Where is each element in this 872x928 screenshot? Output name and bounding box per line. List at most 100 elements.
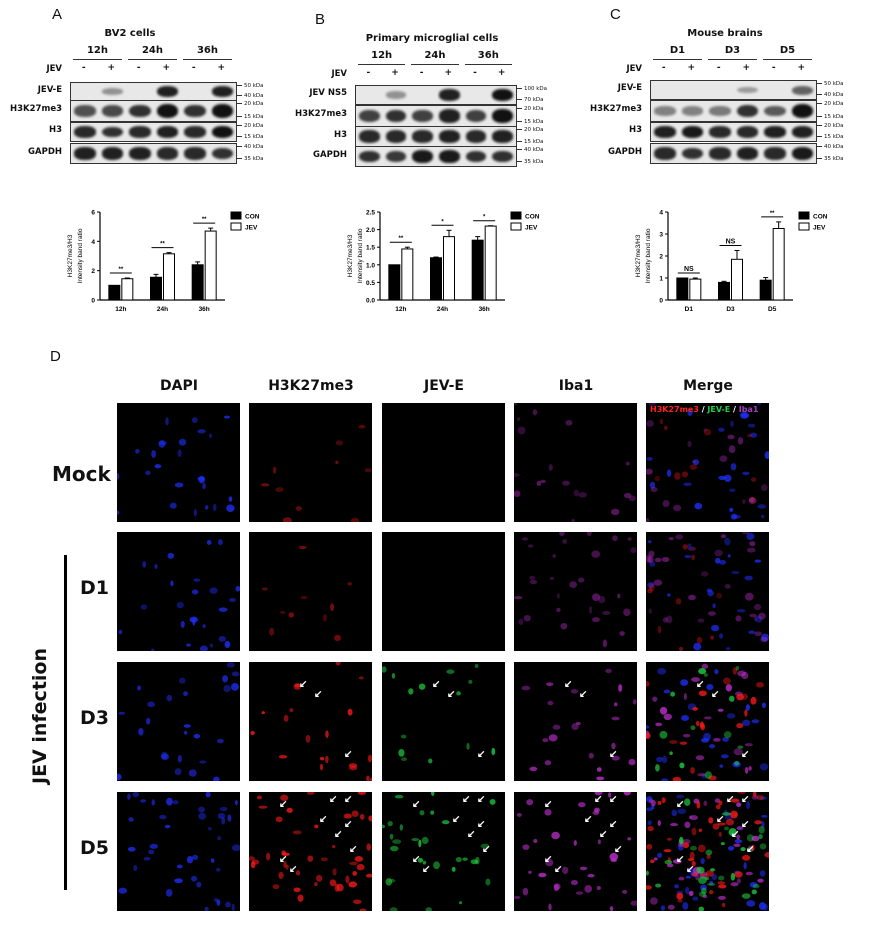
cell [359, 813, 365, 820]
arrow-icon: ↙ [412, 799, 420, 810]
cell [697, 876, 707, 885]
cell [728, 445, 736, 454]
protein-band [101, 105, 123, 117]
cell [552, 554, 556, 558]
arrow-icon: ↙ [447, 689, 455, 700]
protein-band [764, 126, 786, 138]
cell [573, 489, 579, 497]
cell [688, 594, 696, 601]
cell [718, 831, 722, 837]
cell [556, 592, 560, 599]
micrograph-h3k27me3-mock [249, 403, 372, 522]
cell [425, 907, 432, 911]
cell [305, 734, 311, 743]
protein-band [465, 130, 487, 143]
cell [329, 879, 337, 887]
cell [605, 668, 612, 674]
cell [332, 844, 336, 849]
cell [760, 636, 768, 643]
cell [682, 842, 690, 849]
micrograph-iba1-mock [514, 403, 637, 522]
protein-band [156, 104, 178, 118]
cell [692, 872, 698, 877]
cell [149, 843, 159, 849]
cell [703, 428, 707, 432]
cell [623, 608, 631, 617]
micrograph-jev-e-d5: ↙ ↙ ↙↙↙↙↙↙↙ [382, 792, 505, 911]
row-label: Mock [52, 462, 111, 486]
cell [757, 403, 762, 406]
cell [731, 570, 740, 575]
cell [646, 843, 653, 850]
cell [678, 876, 685, 881]
kda-marker: 20 kDa [237, 101, 264, 107]
jev-sign: - [771, 63, 776, 73]
bar-jev [163, 253, 175, 301]
cell [655, 764, 660, 772]
cell [188, 769, 197, 777]
merge-legend-item: / [730, 405, 739, 414]
cell [741, 854, 751, 861]
cell [650, 897, 658, 905]
panel-title: BV2 cells [104, 28, 156, 39]
cell [197, 429, 206, 434]
kda-marker: 20 kDa [517, 106, 544, 112]
cell [184, 730, 188, 735]
cell [598, 595, 606, 604]
legend-label: JEV [813, 225, 826, 232]
cell [671, 809, 678, 817]
cell [219, 806, 228, 812]
kda-marker: 15 kDa [517, 119, 544, 125]
cell [118, 629, 123, 635]
cell [707, 590, 714, 597]
cell [733, 843, 741, 848]
micrograph-iba1-d3: ↙ ↙ ↙ [514, 662, 637, 781]
protein-band [465, 110, 487, 122]
cell [730, 513, 738, 520]
protein-band [211, 104, 233, 118]
cell [695, 755, 705, 761]
cell [352, 899, 362, 905]
y-tick-label: 2 [659, 254, 663, 261]
group-underline [411, 64, 459, 65]
bar-jev [689, 278, 702, 301]
cell [749, 882, 758, 888]
cell [706, 853, 711, 860]
cell [514, 473, 520, 477]
cell [666, 863, 674, 868]
cell [570, 879, 579, 886]
y-tick-label: 3 [659, 232, 663, 239]
kda-marker: 100 kDa [517, 86, 547, 92]
cell [560, 622, 568, 630]
cell [368, 815, 372, 822]
cell [666, 593, 671, 597]
cell [759, 843, 767, 850]
cell [569, 581, 577, 588]
cell [674, 472, 681, 480]
cell [456, 691, 461, 696]
cell [752, 883, 760, 889]
cell [709, 880, 714, 886]
cell [278, 754, 288, 759]
cell [734, 760, 740, 766]
cell [716, 592, 723, 599]
kda-marker: 15 kDa [237, 114, 264, 120]
cell [258, 805, 268, 809]
cell [730, 810, 738, 819]
cell [667, 904, 675, 910]
cell [659, 730, 668, 739]
cell [749, 613, 757, 618]
cell [369, 777, 372, 781]
cell [669, 823, 679, 827]
cell [744, 743, 753, 747]
cell [693, 642, 702, 651]
arrow-icon: ↙ [609, 794, 617, 805]
cell [646, 796, 653, 803]
panel-title: Mouse brains [687, 28, 763, 39]
cell [657, 625, 662, 634]
protein-band [681, 126, 703, 138]
cell [724, 826, 729, 831]
cell [441, 820, 450, 825]
jev-sign: + [797, 63, 806, 73]
cell [596, 886, 601, 890]
